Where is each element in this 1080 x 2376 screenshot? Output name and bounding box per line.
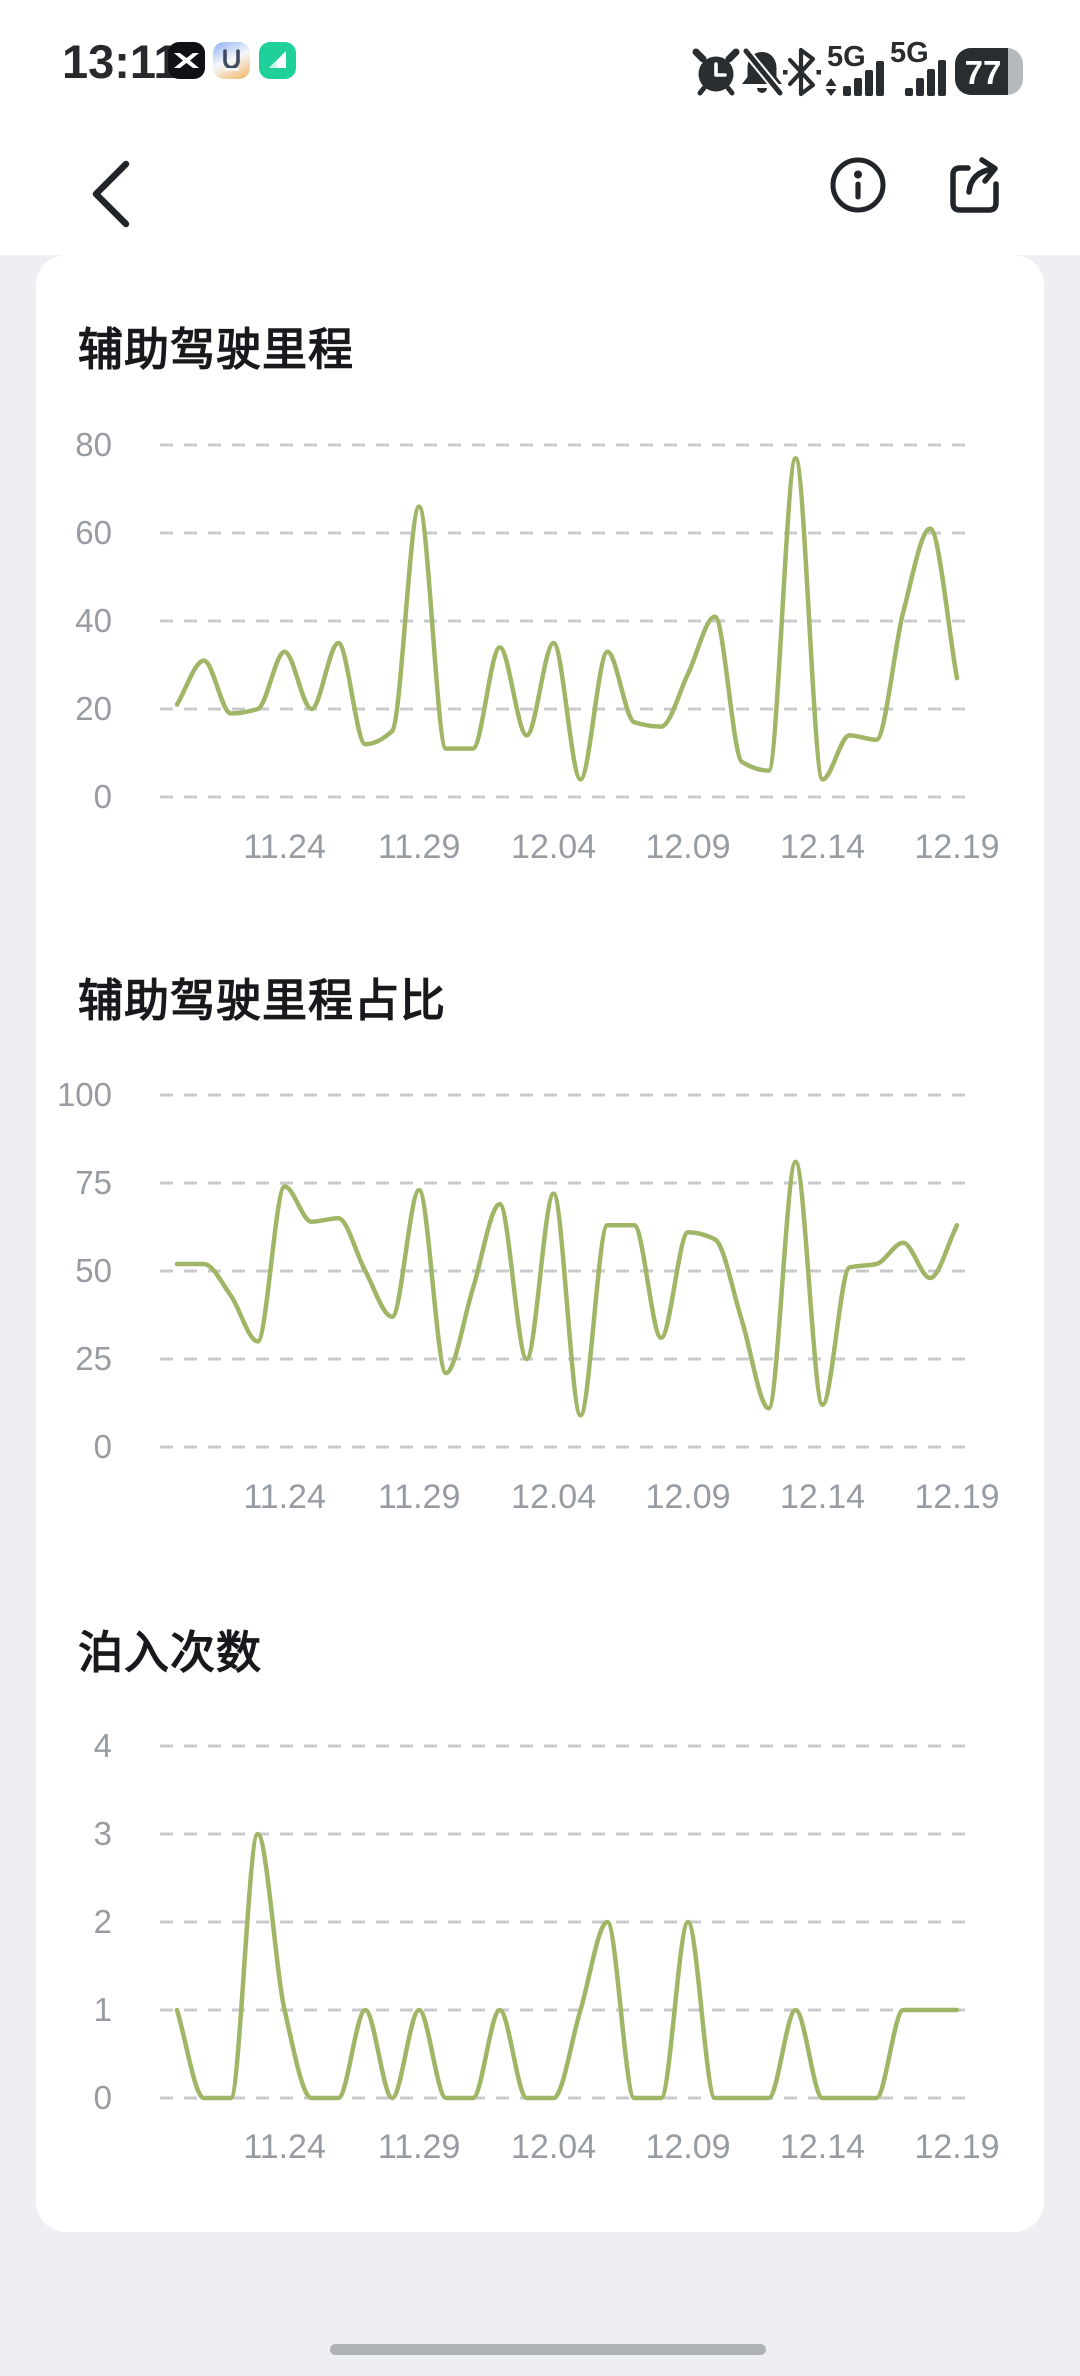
x-axis-tick: 11.24 — [243, 828, 326, 866]
bell-muted-icon — [741, 47, 785, 97]
back-button[interactable] — [84, 152, 144, 232]
x-axis-tick: 11.29 — [378, 1478, 461, 1516]
battery-icon: 77 — [955, 48, 1023, 95]
x-axis-tick: 12.19 — [914, 1478, 999, 1516]
x-axis-tick: 12.14 — [780, 1478, 865, 1516]
x-axis-tick: 12.09 — [645, 1478, 730, 1516]
folded-triangle-icon — [269, 51, 286, 68]
shopping-bag-icon — [223, 49, 240, 71]
alarm-clock-icon — [692, 48, 740, 96]
svg-text:5G: 5G — [890, 37, 929, 69]
stats-card — [36, 255, 1044, 2232]
assisted-driving-mileage-ratio-chart[interactable]: 100 75 50 25 0 11.24 11.29 12.04 12.09 12.14 12.19 — [0, 1060, 1080, 1520]
y-axis-tick: 0 — [94, 1428, 112, 1465]
chart-title-assisted-mileage-ratio: 辅助驾驶里程占比 — [78, 975, 447, 1026]
y-axis-tick: 25 — [75, 1340, 112, 1377]
y-axis-tick: 20 — [75, 690, 112, 727]
x-axis-tick: 12.04 — [511, 2128, 596, 2166]
info-button[interactable] — [826, 154, 890, 218]
y-axis-tick: 4 — [94, 1727, 112, 1764]
y-axis-tick: 40 — [75, 602, 112, 639]
home-indicator[interactable] — [330, 2344, 766, 2355]
y-axis-tick: 50 — [75, 1252, 112, 1289]
x-axis-tick: 12.19 — [914, 2128, 999, 2166]
y-axis-tick: 60 — [75, 514, 112, 551]
x-axis-tick: 11.29 — [378, 2128, 461, 2166]
signal-sim2-icon: 5G — [890, 37, 946, 96]
bluetooth-icon — [783, 47, 821, 97]
y-axis-tick: 0 — [94, 778, 112, 815]
data-line — [174, 455, 960, 782]
y-axis-tick: 3 — [94, 1815, 112, 1852]
share-button[interactable] — [944, 152, 1006, 220]
data-line — [174, 1159, 960, 1418]
y-axis-tick: 0 — [94, 2079, 112, 2116]
y-axis-tick: 80 — [75, 426, 112, 463]
x-axis-tick: 12.14 — [780, 828, 865, 866]
y-axis-tick: 100 — [57, 1076, 112, 1113]
battery-percent: 77 — [965, 54, 1002, 91]
y-axis-tick: 75 — [75, 1164, 112, 1201]
chart-title-parking-count: 泊入次数 — [78, 1627, 263, 1678]
y-axis-tick: 1 — [94, 1991, 112, 2028]
data-line — [174, 1831, 960, 2101]
x-axis-tick: 11.29 — [378, 828, 461, 866]
status-bar: 13:11 — [0, 0, 1080, 110]
chart-title-assisted-mileage: 辅助驾驶里程 — [78, 324, 355, 375]
svg-text:5G: 5G — [827, 41, 866, 73]
status-icons-cluster: 5G 5G 77 — [692, 37, 1023, 97]
nav-bar — [0, 140, 1080, 240]
y-axis-tick: 2 — [94, 1903, 112, 1940]
x-axis-tick: 12.14 — [780, 2128, 865, 2166]
x-axis-tick: 11.24 — [243, 1478, 326, 1516]
x-axis-tick: 11.24 — [243, 2128, 326, 2166]
parking-count-chart[interactable]: 4 3 2 1 0 11.24 11.29 12.04 12.09 12.14 12.19 — [0, 1710, 1080, 2170]
green-shield-app-icon — [259, 42, 296, 79]
x-axis-tick: 12.09 — [645, 2128, 730, 2166]
x-axis-tick: 12.04 — [511, 1478, 596, 1516]
x-axis-tick: 12.04 — [511, 828, 596, 866]
signal-sim1-icon: 5G — [825, 41, 884, 96]
clock-time: 13:11 — [62, 35, 180, 88]
x-axis-tick: 12.19 — [914, 828, 999, 866]
assisted-driving-mileage-chart[interactable]: 80 60 40 20 0 11.24 11.29 12.04 12.09 12.14 12.19 — [0, 410, 1080, 870]
bag-app-icon — [213, 42, 250, 79]
x-axis-tick: 12.09 — [645, 828, 730, 866]
xpeng-app-icon — [168, 42, 205, 79]
x-logo-icon — [174, 53, 199, 68]
